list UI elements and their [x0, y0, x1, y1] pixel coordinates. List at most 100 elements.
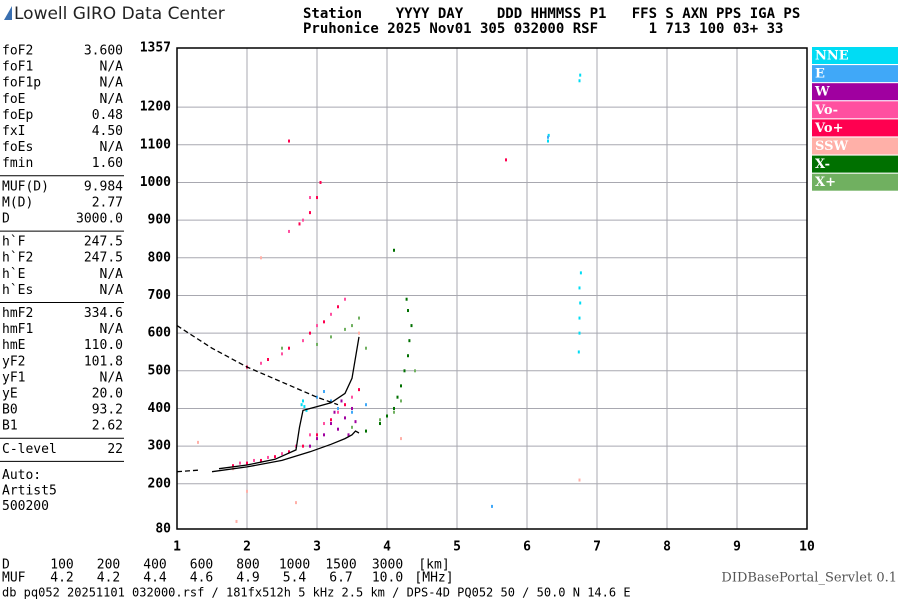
- param-name: yF1: [2, 370, 25, 385]
- param-name: D: [2, 212, 10, 227]
- param-value: 247.5: [84, 251, 123, 266]
- profile-line: [211, 430, 360, 473]
- echo-point: [333, 410, 336, 414]
- legend-label: W: [814, 85, 830, 100]
- x-tick-label: 2: [243, 540, 251, 555]
- echo-point: [358, 388, 360, 392]
- legend-swatch: [812, 101, 898, 119]
- echo-point: [253, 458, 255, 462]
- y-tick-label: 80: [155, 522, 171, 537]
- echo-point: [330, 312, 332, 316]
- plot-frame: [176, 47, 808, 530]
- echo-point: [235, 519, 238, 523]
- echo-point: [316, 342, 318, 346]
- echo-point: [547, 133, 550, 137]
- param-name: M(D): [2, 195, 33, 210]
- echo-point: [316, 196, 318, 200]
- echo-point: [347, 433, 350, 437]
- echo-point: [351, 395, 353, 399]
- echo-point: [303, 405, 306, 409]
- param-value: 247.5: [84, 235, 123, 250]
- echo-point: [400, 384, 402, 388]
- echo-point: [281, 452, 283, 456]
- param-name: foF2: [2, 44, 33, 59]
- param-name: fmin: [2, 156, 33, 171]
- echo-point: [337, 410, 339, 414]
- echo-point: [337, 305, 339, 309]
- param-value: 334.6: [84, 306, 123, 321]
- scale-value: 3000: [372, 558, 403, 573]
- scale-value: 4.2: [50, 571, 73, 586]
- param-value: 9.984: [84, 179, 123, 194]
- echo-point: [323, 433, 325, 437]
- x-tick-label: 9: [733, 540, 741, 555]
- y-tick-label: 1000: [140, 175, 171, 190]
- header-line: Station YYYY DAY DDD HHMMSS P1 FFS S AXN…: [303, 6, 800, 22]
- echo-point: [239, 461, 241, 465]
- param-value: N/A: [100, 92, 124, 107]
- scale-value: 400: [143, 558, 166, 573]
- param-name: foEp: [2, 108, 33, 123]
- auto-text: Auto:: [2, 468, 41, 483]
- scale-value: 4.9: [236, 571, 259, 586]
- echo-point: [408, 339, 411, 343]
- param-name: foF1: [2, 60, 33, 75]
- echo-point: [351, 406, 353, 410]
- param-value: 0.48: [92, 108, 123, 123]
- param-name: h`F: [2, 235, 26, 250]
- echo-point: [281, 352, 283, 356]
- echo-point: [288, 450, 290, 454]
- scale-value: 5.4: [283, 571, 307, 586]
- x-tick-label: 10: [799, 540, 815, 555]
- echo-point: [365, 429, 367, 433]
- param-name: C-level: [2, 442, 57, 457]
- logo: Lowell GIRO Data Center: [14, 4, 225, 24]
- echo-point: [309, 444, 311, 448]
- scale-value: 6.7: [329, 571, 352, 586]
- echo-point: [302, 399, 304, 403]
- legend-label: NNE: [815, 49, 849, 64]
- echo-point: [302, 218, 304, 222]
- echo-point: [579, 271, 582, 275]
- echo-point: [403, 369, 406, 373]
- param-name: MUF(D): [2, 179, 49, 194]
- echo-point: [330, 399, 332, 403]
- scale-value: 4.6: [190, 571, 213, 586]
- echo-point: [288, 229, 290, 233]
- echo-point: [400, 437, 402, 441]
- echo-point: [407, 309, 409, 313]
- echo-point: [547, 139, 549, 143]
- header-line: Pruhonice 2025 Nov01 305 032000 RSF 1 71…: [303, 21, 783, 37]
- echo-point: [309, 331, 311, 335]
- echo-point: [344, 327, 346, 331]
- echo-point: [316, 433, 318, 437]
- scale-value: 4.4: [143, 571, 167, 586]
- echo-point: [323, 320, 325, 324]
- param-value: 110.0: [84, 338, 123, 353]
- legend-label: X-: [815, 157, 830, 172]
- echo-point: [393, 248, 395, 252]
- scale-value: 4.2: [97, 571, 120, 586]
- echo-point: [379, 418, 381, 422]
- echo-point: [305, 408, 308, 412]
- echo-point: [295, 501, 297, 505]
- legend-label: X+: [815, 175, 836, 190]
- param-value: N/A: [100, 140, 124, 155]
- echo-point: [547, 135, 549, 139]
- y-tick-label: 1357: [140, 41, 171, 56]
- echo-point: [302, 339, 304, 343]
- echo-point: [232, 464, 234, 468]
- scale-value: 1500: [325, 558, 356, 573]
- echo-point: [393, 406, 395, 410]
- echo-point: [405, 297, 408, 301]
- param-name: hmE: [2, 338, 25, 353]
- x-tick-label: 5: [453, 540, 461, 555]
- y-tick-label: 800: [148, 250, 172, 265]
- legend-swatch: [812, 173, 898, 191]
- echo-point: [340, 399, 343, 403]
- x-tick-label: 7: [593, 540, 601, 555]
- echo-point: [298, 222, 301, 226]
- echo-point: [309, 211, 311, 215]
